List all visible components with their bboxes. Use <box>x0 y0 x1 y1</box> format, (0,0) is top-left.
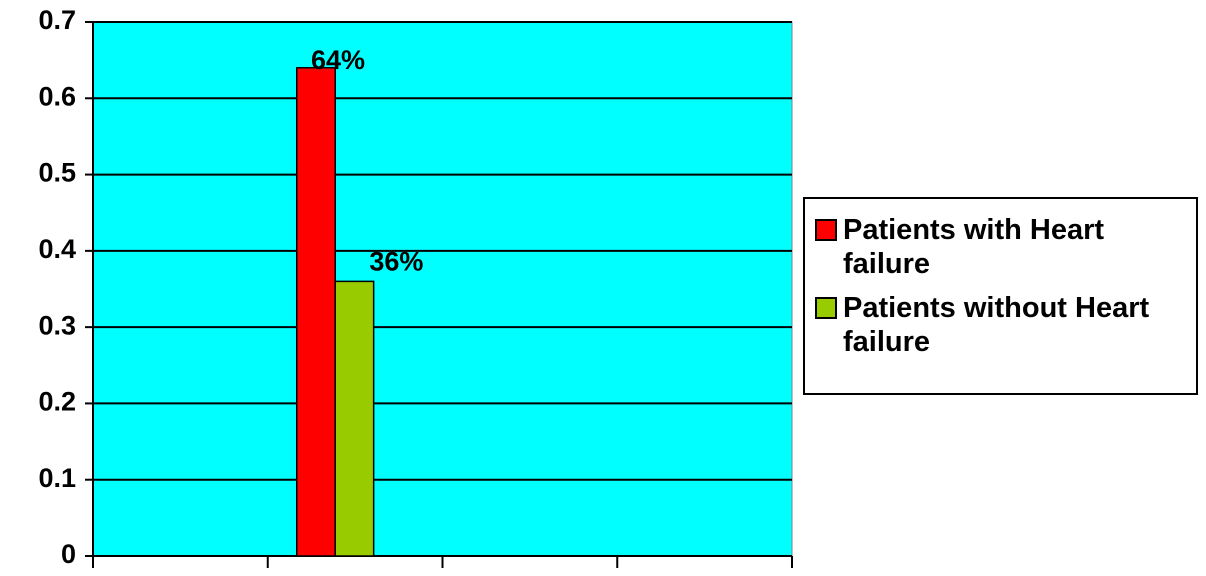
y-tick-label: 0.7 <box>38 5 76 35</box>
y-tick-label: 0.6 <box>38 81 76 111</box>
data-label: 36% <box>369 246 423 276</box>
bar <box>296 67 336 557</box>
y-tick-label: 0 <box>61 539 76 569</box>
legend-entry: Patients with Heart failure <box>815 213 1190 281</box>
legend-swatch <box>815 219 837 241</box>
y-tick-label: 0.5 <box>38 158 76 188</box>
legend-label: Patients without Heart failure <box>843 292 1150 358</box>
legend-swatch <box>815 297 837 319</box>
plot-area <box>92 21 793 557</box>
legend-entry: Patients without Heart failure <box>815 291 1190 359</box>
y-tick-label: 0.4 <box>38 234 76 264</box>
bar <box>334 280 375 557</box>
y-tick-label: 0.3 <box>38 310 76 340</box>
data-label: 64% <box>311 45 365 75</box>
legend: Patients with Heart failure Patients with… <box>803 197 1198 395</box>
legend-label: Patients with Heart failure <box>843 214 1105 280</box>
y-tick-label: 0.2 <box>38 387 76 417</box>
y-tick-label: 0.1 <box>38 463 76 493</box>
